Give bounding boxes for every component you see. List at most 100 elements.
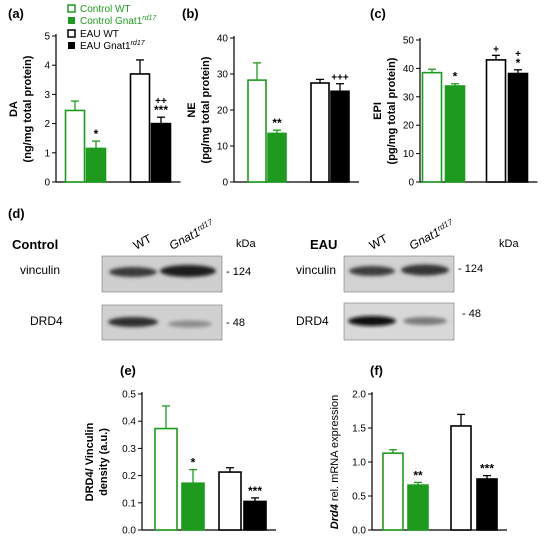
y-tick-label: 0.3 [122, 444, 136, 455]
legend-swatch [67, 4, 76, 13]
blot-row-label-vinculin: vinculin [20, 263, 60, 277]
significance-mark: + [493, 44, 499, 55]
significance-mark: ** [272, 116, 282, 130]
bar [247, 79, 267, 183]
blot-mw-label: - 48 [462, 308, 481, 320]
bar [150, 122, 172, 183]
y-tick-label: 3 [44, 90, 50, 101]
blot-band [348, 316, 396, 326]
chart-panel-e: (e) DRD4/ Vinculin density (a.u.) 0.0 0.1 0.2… [84, 363, 276, 537]
blot-group-eau: EAU WT Gnat1rd17 kDa vinculin - 124 DRD4… [296, 217, 519, 341]
bar [476, 478, 498, 531]
y-tick-label: 0.1 [122, 498, 136, 509]
y-tick-label: 10 [403, 149, 415, 160]
blot-lane-label-wt: WT [131, 231, 155, 252]
significance-mark: *** [154, 103, 168, 117]
significance-mark: + [515, 49, 521, 60]
y-tick-label: 0.0 [122, 526, 136, 537]
y-tick-label: 40 [403, 64, 415, 75]
y-tick-label: 30 [403, 92, 415, 103]
bar [154, 427, 178, 531]
blot-band [160, 265, 216, 277]
blot-mw-label: - 124 [226, 266, 251, 278]
blot-row-label-drd4: DRD4 [30, 314, 63, 328]
bar [310, 82, 330, 183]
y-tick-label: 20 [403, 121, 415, 132]
blot-row-label-drd4: DRD4 [296, 314, 329, 328]
y-tick-label: 30 [217, 70, 229, 81]
bar [382, 452, 404, 531]
y-tick-label: 0 [222, 178, 228, 189]
significance-mark: * [94, 127, 99, 141]
blot-lane-label-gnat1: Gnat1rd17 [407, 217, 457, 252]
y-axis-label: (pg/mg total protein) [386, 57, 398, 164]
bar [450, 425, 472, 531]
panel-label-c: (c) [370, 6, 386, 21]
y-axis-label: density (a.u.) [98, 428, 110, 496]
blot-band [108, 317, 158, 327]
blot-lane-label-gnat1: Gnat1rd17 [167, 217, 217, 252]
bar [64, 109, 86, 183]
blot-band [401, 264, 449, 276]
y-axis-label: NE [186, 102, 198, 117]
blot-group-title: EAU [310, 237, 337, 252]
significance-mark: * [453, 70, 458, 84]
legend-label: Control Gnat1rd17 [80, 15, 157, 27]
y-tick-label: 1.0 [352, 458, 366, 469]
legend-label: EAU Gnat1rd17 [80, 40, 146, 52]
y-tick-label: 0 [408, 178, 414, 189]
bar [218, 471, 242, 531]
panel-label-d: (d) [8, 206, 25, 221]
y-tick-label: 10 [217, 142, 229, 153]
legend-item-eau-wt: EAU WT [67, 29, 119, 40]
significance-mark: ** [413, 468, 423, 482]
legend-item-control-wt: Control WT [67, 4, 131, 15]
bar [421, 71, 443, 183]
panel-label-e: (e) [120, 363, 136, 378]
blot-band [403, 317, 447, 325]
chart-panel-b: (b) NE (pg/mg total protein) 0 10 20 30 40 ** +++ [182, 6, 359, 189]
y-tick-label: 0.2 [122, 471, 136, 482]
bar [243, 500, 267, 531]
y-axis-label: (pg/mg total protein) [200, 56, 212, 163]
legend-item-control-gnat1: Control Gnat1rd17 [68, 15, 157, 27]
bar [485, 59, 507, 183]
legend-swatch [68, 42, 75, 49]
bar [444, 85, 466, 183]
y-tick-label: 50 [403, 36, 415, 47]
blot-group-title: Control [12, 237, 58, 252]
significance-mark: +++ [331, 73, 349, 84]
y-tick-label: 20 [217, 106, 229, 117]
legend-label: Control WT [80, 4, 131, 15]
bar [507, 72, 529, 183]
y-axis-label: (ng/mg total protein) [22, 55, 34, 162]
y-tick-label: 2.0 [352, 390, 366, 401]
bar [407, 484, 429, 531]
blot-band [349, 266, 395, 276]
y-tick-label: 4 [44, 61, 50, 72]
blot-mw-label: - 124 [458, 263, 483, 275]
significance-mark: ++ [155, 96, 167, 107]
y-tick-label: 0.4 [122, 417, 136, 428]
blot-kda-label: kDa [499, 238, 519, 250]
bar [85, 147, 107, 183]
y-axis-label: EPI [372, 102, 384, 120]
y-tick-label: 0.5 [352, 492, 366, 503]
y-tick-label: 5 [44, 32, 50, 43]
blot-group-control: Control WT Gnat1rd17 kDa vinculin - 124 … [12, 217, 256, 341]
blot-band [168, 320, 212, 328]
legend-swatch [68, 17, 75, 24]
y-axis-label: Drd4 rel. mRNA expression [329, 395, 341, 530]
y-tick-label: 0 [44, 178, 50, 189]
significance-mark: *** [248, 484, 262, 498]
panel-label-a: (a) [8, 6, 24, 21]
legend-label: EAU WT [80, 29, 119, 40]
legend-item-eau-gnat1: EAU Gnat1rd17 [68, 40, 146, 52]
blot-kda-label: kDa [236, 238, 256, 250]
y-tick-label: 0.0 [352, 526, 366, 537]
blot-mw-label: - 48 [226, 317, 245, 329]
y-tick-label: 1.5 [352, 424, 366, 435]
significance-mark: *** [480, 462, 494, 476]
